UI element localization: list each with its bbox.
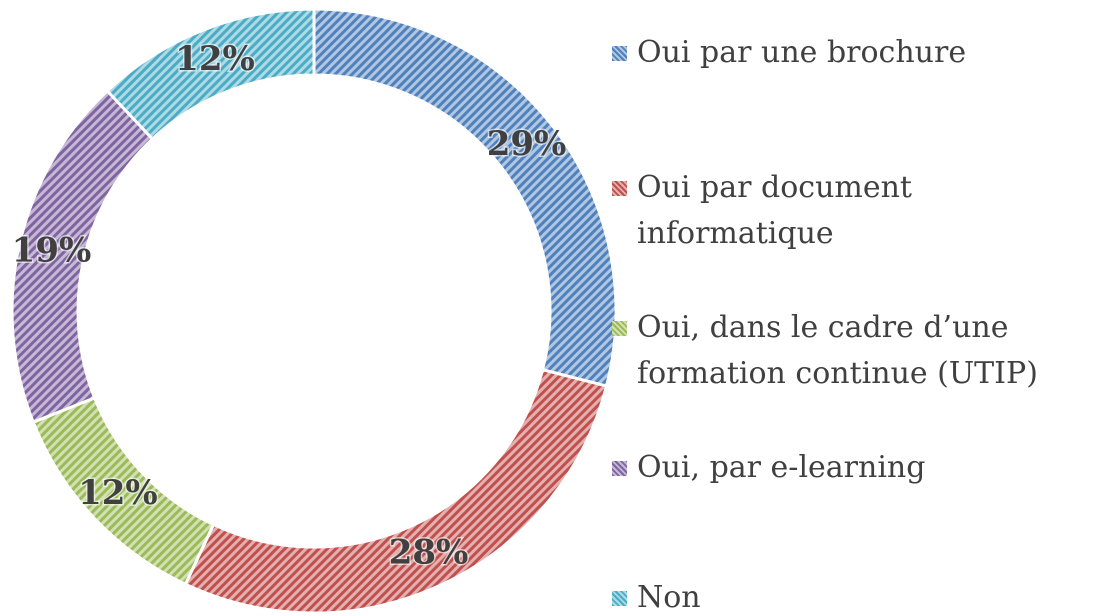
legend-label: Oui par une brochure	[637, 35, 967, 70]
legend-label: Oui par document informatique	[637, 170, 912, 251]
slice-label: 28%	[389, 532, 469, 572]
legend-swatch	[612, 591, 627, 606]
legend-swatch	[612, 461, 627, 476]
legend-item: Oui par une brochure	[612, 30, 1092, 76]
legend-swatch	[612, 46, 627, 61]
legend-item: Oui, dans le cadre d’une formation conti…	[612, 305, 1102, 397]
slice-label: 19%	[12, 230, 92, 270]
legend-swatch	[612, 181, 627, 196]
legend-item: Non	[612, 575, 1092, 616]
legend-label: Oui, dans le cadre d’une formation conti…	[637, 310, 1038, 391]
slice-label: 12%	[78, 473, 158, 513]
legend-label: Oui, par e-learning	[637, 450, 926, 485]
legend-swatch	[612, 321, 627, 336]
donut-slice	[312, 7, 618, 388]
legend-label: Non	[637, 580, 701, 615]
donut-slice	[183, 367, 609, 615]
donut-slice	[105, 7, 316, 142]
legend-item: Oui, par e-learning	[612, 445, 1092, 491]
slice-label: 29%	[487, 124, 567, 164]
legend-item: Oui par document informatique	[612, 165, 992, 257]
slice-label: 12%	[175, 39, 255, 79]
